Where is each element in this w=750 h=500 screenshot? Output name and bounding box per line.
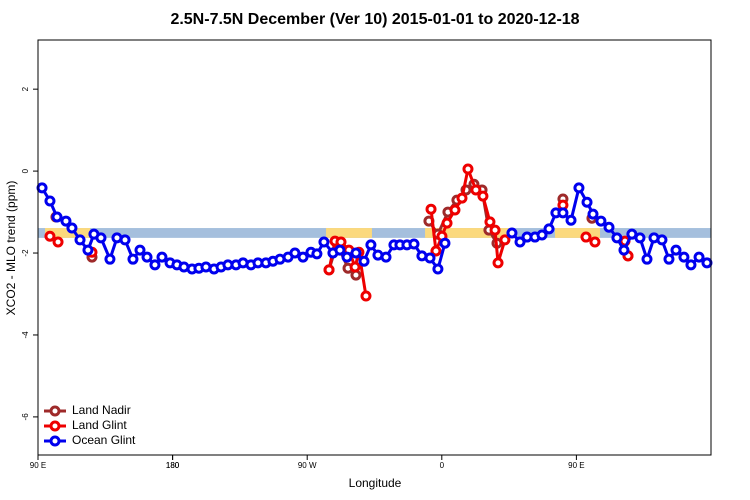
legend-label: Ocean Glint (72, 433, 136, 447)
legend-label: Land Glint (72, 418, 127, 432)
data-point (492, 257, 504, 269)
x-tick-label: 90 E (568, 461, 584, 470)
data-point (323, 264, 335, 276)
data-point (95, 232, 107, 244)
data-point (441, 217, 453, 229)
data-point (477, 190, 489, 202)
data-point (439, 237, 451, 249)
data-point (44, 230, 56, 242)
data-point (318, 236, 330, 248)
x-tick-label: 180 (166, 461, 180, 470)
data-point (432, 263, 444, 275)
data-point (82, 244, 94, 256)
data-point (380, 251, 392, 263)
data-point (449, 204, 461, 216)
y-axis-label: XCO2 - MLO trend (ppm) (4, 181, 18, 316)
data-point (358, 255, 370, 267)
data-point (693, 251, 705, 263)
reference-band (38, 228, 711, 238)
x-tick-label: 90 E (30, 461, 46, 470)
data-point (506, 227, 518, 239)
data-point (341, 251, 353, 263)
chart-title: 2.5N-7.5N December (Ver 10) 2015-01-01 t… (170, 11, 579, 28)
data-point (297, 251, 309, 263)
data-point (581, 196, 593, 208)
data-point (499, 234, 511, 246)
y-tick-label: -2 (21, 249, 30, 257)
data-point (618, 244, 630, 256)
data-point (611, 232, 623, 244)
data-point (536, 229, 548, 241)
data-point (311, 248, 323, 260)
plot-frame (37, 39, 712, 456)
data-point (484, 216, 496, 228)
data-point (489, 224, 501, 236)
data-point (365, 239, 377, 251)
legend-marker (49, 435, 61, 447)
data-point (580, 231, 592, 243)
data-point (408, 238, 420, 250)
data-point (141, 251, 153, 263)
y-tick-label: -4 (21, 331, 30, 339)
data-point (634, 232, 646, 244)
data-point (51, 211, 63, 223)
data-point (663, 253, 675, 265)
data-point (670, 244, 682, 256)
data-point (52, 236, 64, 248)
data-point (595, 215, 607, 227)
data-point (514, 236, 526, 248)
data-point (127, 253, 139, 265)
data-point (149, 259, 161, 271)
data-point (573, 182, 585, 194)
data-point (557, 207, 569, 219)
data-point (156, 251, 168, 263)
x-tick-label: 180 (166, 461, 180, 470)
data-point (104, 253, 116, 265)
data-point (603, 221, 615, 233)
data-point (462, 163, 474, 175)
data-point (134, 244, 146, 256)
data-point (470, 184, 482, 196)
data-point (589, 236, 601, 248)
data-point (350, 247, 362, 259)
data-point (685, 259, 697, 271)
data-point (74, 234, 86, 246)
data-point (424, 252, 436, 264)
x-tick-label: 90 W (298, 461, 317, 470)
data-point (587, 208, 599, 220)
data-point (60, 215, 72, 227)
highlight-range (425, 228, 512, 238)
y-tick-label: -6 (21, 413, 30, 421)
data-point (543, 223, 555, 235)
highlight-range (45, 228, 91, 238)
data-point (360, 290, 372, 302)
data-point (425, 203, 437, 215)
data-point (565, 214, 577, 226)
data-point (656, 234, 668, 246)
highlight-range (326, 228, 372, 238)
data-point (678, 251, 690, 263)
data-point (430, 245, 442, 257)
data-point (456, 192, 468, 204)
highlight-range (555, 228, 601, 238)
data-point (349, 261, 361, 273)
legend-marker (49, 420, 61, 432)
data-point (641, 253, 653, 265)
data-point (289, 247, 301, 259)
x-axis-label: Longitude (349, 476, 402, 490)
x-tick-label: 0 (440, 461, 445, 470)
data-point (334, 244, 346, 256)
data-point (44, 195, 56, 207)
data-point (119, 234, 131, 246)
y-tick-label: 2 (21, 86, 30, 91)
y-tick-label: 0 (21, 168, 30, 173)
legend-label: Land Nadir (72, 403, 131, 417)
data-point (36, 182, 48, 194)
data-point (701, 257, 713, 269)
data-point (66, 222, 78, 234)
legend-marker (49, 405, 61, 417)
